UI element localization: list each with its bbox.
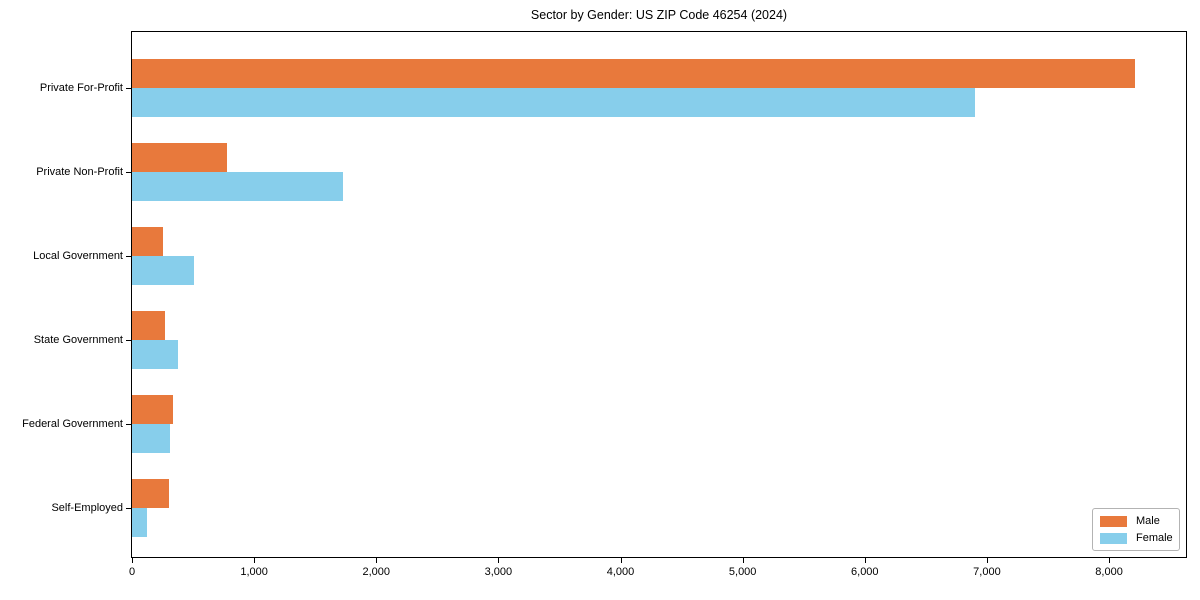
x-tick-label-2-000: 2,000 <box>362 566 391 578</box>
bar-male-state-government <box>132 311 165 340</box>
plot-area: Male Female Private For-Profit Private No… <box>22 31 1187 578</box>
bar-female-state-government <box>132 340 178 369</box>
legend-entry-male: Male <box>1100 515 1171 527</box>
x-tick-mark <box>376 558 378 563</box>
y-tick-label-self-employed: Self-Employed <box>51 502 123 514</box>
chart-title: Sector by Gender: US ZIP Code 46254 (202… <box>530 8 788 22</box>
y-tick-mark <box>126 256 131 257</box>
x-tick-mark <box>254 558 256 563</box>
y-tick-label-federal-government: Federal Government <box>22 418 123 430</box>
male-color-swatch <box>1100 515 1127 527</box>
x-tick-label-0: 0 <box>128 566 136 578</box>
x-tick-mark <box>1109 558 1111 563</box>
x-tick-label-5-000: 5,000 <box>728 566 757 578</box>
y-tick-mark <box>126 424 131 425</box>
legend-entry-female: Female <box>1100 532 1173 544</box>
y-tick-mark <box>126 88 131 89</box>
bar-female-private-non-profit <box>132 172 343 201</box>
legend-label-female: Female <box>1136 532 1173 544</box>
bar-male-local-government <box>132 227 163 256</box>
bar-male-federal-government <box>132 395 173 424</box>
bar-female-self-employed <box>132 508 147 537</box>
x-tick-label-6-000: 6,000 <box>851 566 879 578</box>
x-tick-label-7-000: 7,000 <box>973 566 1001 578</box>
y-tick-mark <box>126 508 131 509</box>
x-tick-mark <box>986 558 988 563</box>
legend-label-male: Male <box>1136 515 1160 527</box>
y-tick-label-local-government: Local Government <box>33 250 123 262</box>
x-tick-label-3-000: 3,000 <box>484 566 513 578</box>
x-tick-mark <box>864 558 866 563</box>
bar-female-private-for-profit <box>132 88 975 117</box>
female-color-swatch <box>1100 532 1127 544</box>
x-tick-mark <box>620 558 622 563</box>
x-tick-label-4-000: 4,000 <box>606 566 635 578</box>
y-tick-mark <box>126 172 131 173</box>
y-tick-label-private-non-profit: Private Non-Profit <box>36 166 123 178</box>
x-tick-mark <box>742 558 744 563</box>
bar-male-self-employed <box>132 479 169 508</box>
y-tick-label-state-government: State Government <box>33 334 123 346</box>
y-tick-mark <box>126 340 131 341</box>
x-tick-label-8-000: 8,000 <box>1095 566 1123 578</box>
bar-male-private-non-profit <box>132 143 227 172</box>
x-tick-label-1-000: 1,000 <box>240 566 268 578</box>
bar-male-private-for-profit <box>132 59 1135 88</box>
bar-female-federal-government <box>132 424 170 453</box>
bar-female-local-government <box>132 256 194 285</box>
legend: Male Female <box>1092 508 1180 551</box>
x-tick-mark <box>132 558 133 563</box>
x-tick-mark <box>498 558 500 563</box>
y-tick-label-private-for-profit: Private For-Profit <box>39 82 123 94</box>
